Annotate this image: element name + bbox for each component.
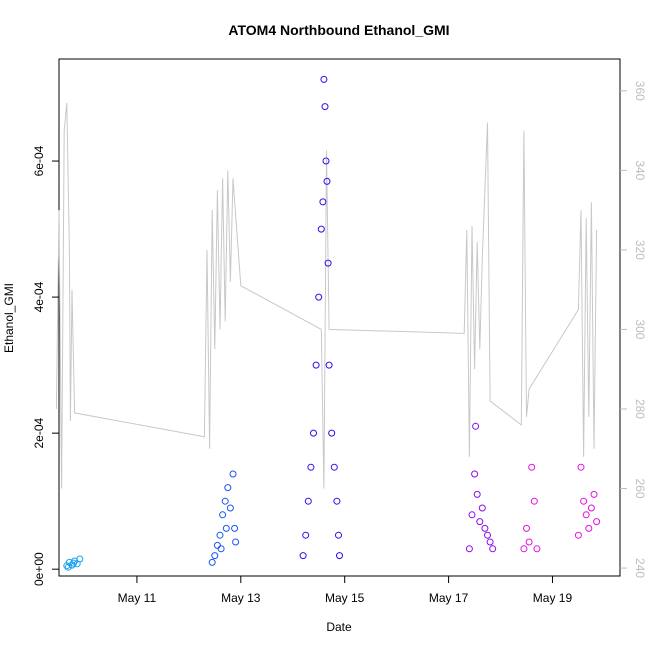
- data-point: [312, 361, 320, 369]
- data-point: [299, 552, 307, 560]
- data-point: [590, 490, 598, 498]
- x-tick-label: May 17: [429, 591, 469, 605]
- data-point: [471, 470, 479, 478]
- y-axis-right: 240 260 280 300 320 340 360: [620, 81, 647, 578]
- y2-tick-label: 260: [633, 478, 647, 498]
- data-point: [216, 531, 224, 539]
- data-point: [528, 463, 536, 471]
- data-point: [465, 545, 473, 553]
- y-tick-label: 2e-04: [32, 417, 46, 448]
- data-point: [481, 524, 489, 532]
- chart-title: ATOM4 Northbound Ethanol_GMI: [228, 22, 449, 38]
- data-point: [520, 545, 528, 553]
- data-point: [335, 531, 342, 539]
- series-2: [208, 470, 240, 566]
- data-point: [70, 559, 77, 567]
- x-tick-label: May 15: [325, 591, 365, 605]
- data-point: [478, 504, 486, 512]
- data-point: [232, 538, 240, 546]
- y2-tick-label: 360: [633, 81, 647, 101]
- secondary-series-line: [55, 102, 598, 489]
- data-point: [330, 463, 338, 471]
- data-point: [224, 484, 232, 492]
- data-point: [317, 225, 325, 233]
- data-point: [333, 497, 341, 505]
- y2-tick-label: 300: [633, 319, 647, 339]
- data-point: [525, 538, 533, 546]
- data-point: [320, 75, 328, 83]
- data-point: [336, 552, 343, 560]
- data-point: [64, 563, 72, 571]
- data-point: [221, 497, 229, 505]
- data-point: [472, 422, 480, 430]
- data-point: [226, 504, 234, 512]
- plot-frame: [58, 58, 621, 577]
- y2-tick-label: 280: [633, 399, 647, 419]
- data-point: [468, 511, 476, 519]
- data-point: [328, 429, 336, 437]
- data-point: [523, 524, 530, 532]
- series-1: [63, 555, 84, 571]
- data-point: [587, 504, 595, 512]
- data-point: [324, 259, 332, 267]
- y-axis-label: Ethanol_GMI: [2, 283, 16, 353]
- y-axis-left: 0e+00 2e-04 4e-04 6e-04: [32, 145, 59, 586]
- data-point: [577, 463, 585, 471]
- data-point: [582, 511, 590, 519]
- series-5: [520, 463, 601, 553]
- data-point: [585, 524, 593, 532]
- data-point: [484, 531, 491, 539]
- x-axis-label: Date: [326, 620, 352, 634]
- data-point: [315, 293, 323, 301]
- secondary-line-layer: [55, 102, 598, 489]
- data-point: [489, 545, 497, 553]
- y2-tick-label: 320: [633, 240, 647, 260]
- data-point: [580, 497, 588, 505]
- y2-tick-label: 240: [633, 558, 647, 578]
- x-tick-label: May 19: [533, 591, 573, 605]
- series-3: [299, 75, 343, 560]
- scatter-points-layer: [63, 75, 601, 571]
- data-point: [322, 157, 330, 165]
- data-point: [219, 511, 227, 519]
- y-tick-label: 6e-04: [32, 145, 46, 176]
- data-point: [211, 552, 219, 560]
- y2-tick-label: 340: [633, 160, 647, 180]
- data-point: [473, 490, 481, 498]
- data-point: [213, 541, 221, 549]
- data-point: [325, 361, 333, 369]
- data-point: [76, 555, 84, 563]
- data-point: [319, 198, 327, 206]
- x-tick-label: May 11: [118, 591, 157, 605]
- data-point: [231, 524, 239, 532]
- x-tick-label: May 13: [221, 591, 261, 605]
- data-point: [229, 470, 237, 478]
- data-point: [323, 177, 331, 185]
- y-tick-label: 0e+00: [32, 552, 46, 586]
- data-point: [222, 524, 230, 532]
- series-4: [465, 422, 497, 553]
- data-point: [321, 103, 329, 111]
- data-point: [486, 538, 494, 546]
- data-point: [304, 497, 312, 505]
- data-point: [208, 558, 216, 566]
- data-point: [302, 531, 310, 539]
- data-point: [310, 429, 317, 437]
- data-point: [533, 545, 541, 553]
- x-axis: May 11 May 13 May 15 May 17 May 19: [118, 576, 573, 605]
- data-point: [574, 531, 582, 539]
- y-tick-label: 4e-04: [32, 281, 46, 312]
- data-point: [530, 497, 538, 505]
- data-point: [476, 518, 484, 526]
- data-point: [307, 463, 315, 471]
- data-point: [217, 545, 225, 553]
- data-point: [593, 518, 601, 526]
